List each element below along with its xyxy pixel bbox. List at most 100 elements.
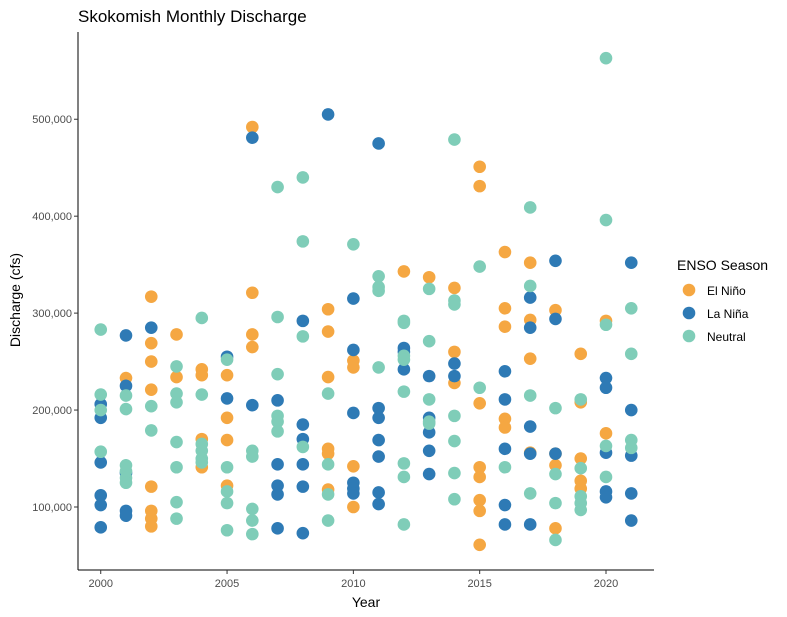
- data-point: [523, 352, 537, 365]
- y-tick-label: 100,000: [32, 502, 72, 514]
- data-point: [271, 488, 284, 501]
- data-point: [599, 371, 613, 385]
- data-point: [271, 479, 284, 492]
- data-point: [473, 179, 486, 193]
- y-tick-label: 400,000: [32, 211, 72, 223]
- data-point: [220, 485, 234, 498]
- data-point: [473, 260, 486, 273]
- data-point: [549, 312, 562, 326]
- y-tick-label: 500,000: [32, 114, 72, 126]
- data-point: [397, 457, 411, 470]
- data-point: [448, 466, 461, 480]
- data-point: [271, 425, 284, 438]
- data-point: [94, 498, 108, 512]
- data-point: [220, 392, 234, 405]
- data-point: [397, 316, 411, 330]
- data-point: [271, 458, 284, 471]
- data-point: [473, 396, 486, 410]
- data-point: [498, 393, 512, 406]
- data-point: [397, 385, 411, 398]
- legend: ENSO Season El Niño La Niña Neutral: [677, 257, 768, 344]
- data-point: [599, 470, 613, 484]
- data-point: [296, 440, 310, 454]
- y-tick-label: 300,000: [32, 308, 72, 320]
- data-point: [523, 487, 537, 500]
- data-point: [347, 500, 360, 514]
- data-point: [397, 470, 411, 484]
- data-point: [321, 447, 335, 460]
- data-point: [599, 439, 613, 453]
- data-point: [624, 403, 638, 417]
- data-point: [422, 426, 436, 439]
- data-point: [220, 433, 234, 447]
- data-point: [144, 480, 158, 493]
- data-point: [448, 281, 461, 295]
- data-point: [498, 518, 512, 531]
- data-point: [624, 441, 638, 455]
- data-point: [574, 347, 588, 361]
- data-point: [246, 502, 259, 516]
- x-tick-label: 2020: [594, 578, 618, 590]
- data-point: [523, 279, 537, 293]
- data-point: [347, 343, 360, 357]
- data-point: [321, 108, 335, 121]
- data-point: [624, 301, 638, 315]
- data-point: [170, 387, 183, 400]
- data-point: [347, 237, 360, 251]
- data-point: [144, 355, 158, 368]
- data-point: [397, 353, 411, 366]
- data-point: [372, 284, 385, 298]
- data-point: [448, 369, 461, 383]
- data-point: [422, 334, 436, 348]
- data-point: [144, 424, 158, 437]
- data-point: [246, 340, 259, 354]
- data-point: [220, 523, 234, 537]
- data-point: [574, 393, 588, 406]
- data-point: [321, 325, 335, 338]
- data-point: [271, 522, 284, 535]
- data-point: [523, 518, 537, 531]
- x-tick-label: 2010: [341, 578, 365, 590]
- data-point: [94, 388, 108, 401]
- data-point: [599, 213, 613, 227]
- data-point: [144, 321, 158, 334]
- data-point: [498, 245, 512, 259]
- data-point: [549, 522, 562, 535]
- data-point: [549, 401, 562, 415]
- data-point: [448, 357, 461, 370]
- data-point: [574, 503, 588, 517]
- data-point: [296, 235, 310, 248]
- data-point: [372, 411, 385, 425]
- data-point: [144, 383, 158, 396]
- data-point: [498, 421, 512, 434]
- data-point: [473, 460, 486, 474]
- data-point: [94, 489, 108, 502]
- data-point: [473, 160, 486, 174]
- data-point: [321, 387, 335, 400]
- data-point: [599, 427, 613, 440]
- data-point: [195, 456, 209, 469]
- data-point: [599, 51, 613, 65]
- plot-area: [94, 51, 638, 552]
- data-point: [271, 394, 284, 407]
- data-point: [448, 492, 461, 506]
- data-point: [220, 368, 234, 382]
- data-point: [523, 447, 537, 460]
- data-point: [220, 411, 234, 425]
- data-point: [372, 497, 385, 511]
- data-point: [599, 490, 613, 504]
- data-point: [119, 379, 133, 393]
- data-point: [624, 514, 638, 527]
- data-point: [397, 518, 411, 531]
- data-point: [422, 393, 436, 406]
- data-point: [372, 450, 385, 463]
- data-point: [220, 496, 234, 510]
- data-point: [574, 461, 588, 475]
- data-point: [144, 336, 158, 350]
- data-point: [119, 389, 133, 402]
- data-point: [549, 447, 562, 460]
- data-point: [246, 527, 259, 541]
- data-point: [170, 395, 183, 409]
- data-point: [498, 412, 512, 426]
